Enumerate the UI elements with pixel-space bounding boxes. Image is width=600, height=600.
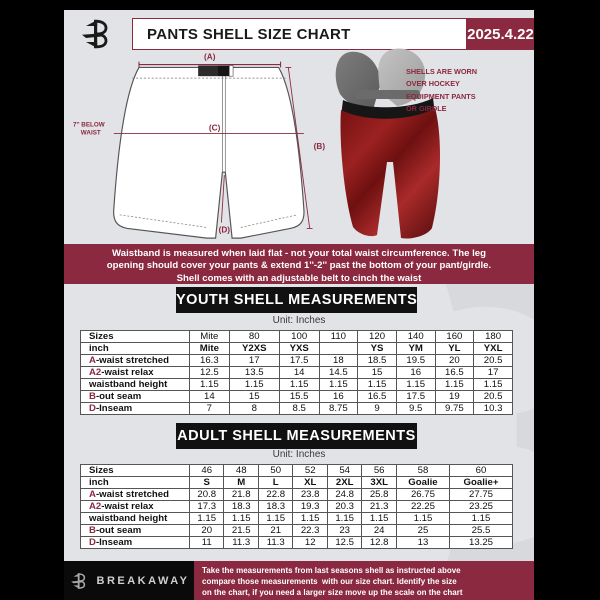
svg-text:(B): (B) (314, 142, 326, 151)
svg-text:(C): (C) (209, 123, 221, 132)
svg-text:(A): (A) (204, 53, 216, 62)
svg-text:(D): (D) (219, 225, 231, 234)
svg-text:7'' BELOW: 7'' BELOW (73, 122, 105, 129)
svg-text:WAIST: WAIST (81, 129, 101, 136)
